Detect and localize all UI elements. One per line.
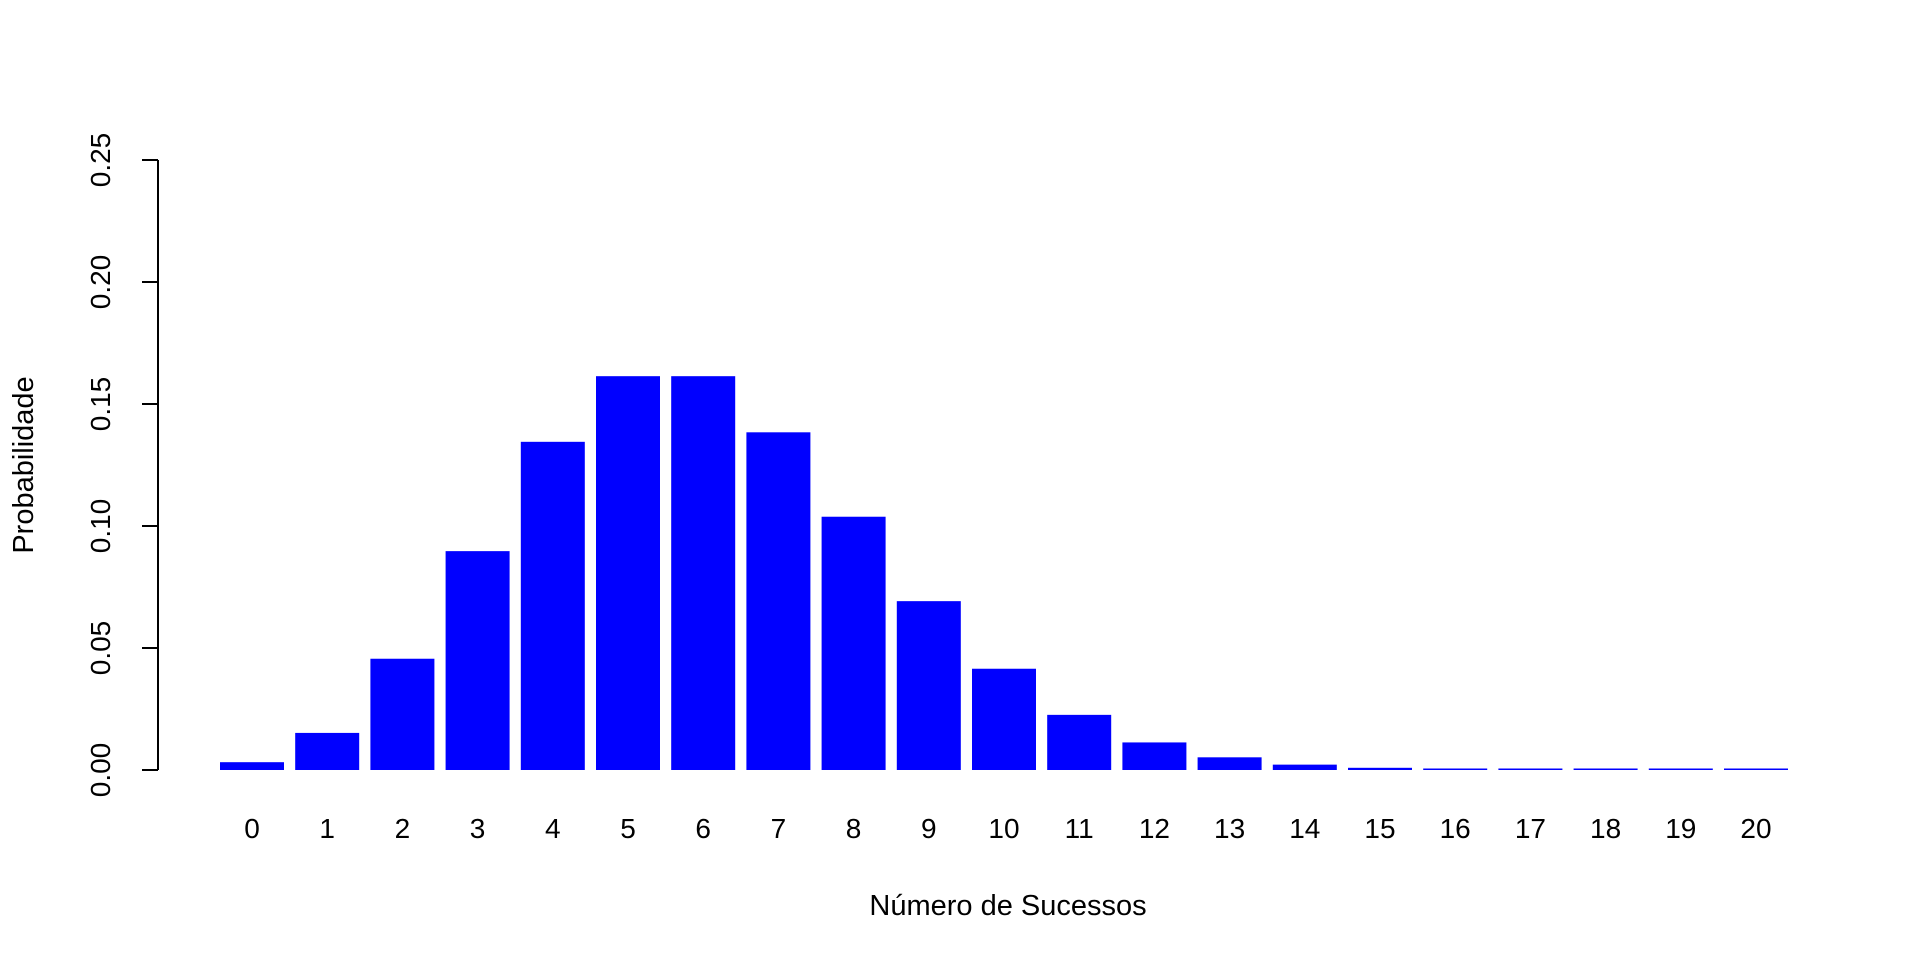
y-tick-label: 0.05 bbox=[85, 621, 116, 676]
bar-5 bbox=[596, 376, 660, 770]
bar-0 bbox=[220, 762, 284, 770]
bar-19 bbox=[1648, 768, 1713, 770]
x-tick-label: 1 bbox=[319, 813, 335, 844]
x-tick-label: 8 bbox=[846, 813, 862, 844]
x-tick-label: 15 bbox=[1364, 813, 1395, 844]
x-tick-label: 0 bbox=[244, 813, 260, 844]
bar-10 bbox=[972, 668, 1036, 770]
x-tick-label: 6 bbox=[695, 813, 711, 844]
x-axis-labels: 0 1 2 3 4 5 6 7 8 9 10 11 12 13 14 15 16 17 18 19 20 bbox=[244, 813, 1771, 844]
x-tick-label: 4 bbox=[545, 813, 561, 844]
y-tick-label: 0.25 bbox=[85, 133, 116, 188]
x-tick-label: 11 bbox=[1065, 813, 1094, 844]
bar-2 bbox=[370, 658, 435, 770]
bar-20 bbox=[1724, 768, 1788, 770]
bar-4 bbox=[520, 441, 585, 770]
bar-13 bbox=[1197, 757, 1262, 770]
x-tick-label: 17 bbox=[1515, 813, 1546, 844]
x-tick-label: 12 bbox=[1139, 813, 1170, 844]
bar-1 bbox=[295, 732, 360, 770]
x-tick-label: 3 bbox=[470, 813, 486, 844]
bar-12 bbox=[1122, 742, 1187, 770]
x-tick-label: 20 bbox=[1740, 813, 1771, 844]
y-axis-title: Probabilidade bbox=[8, 376, 40, 553]
bar-8 bbox=[821, 516, 886, 770]
x-axis-title: Número de Sucessos bbox=[869, 890, 1146, 922]
bar-3 bbox=[445, 551, 510, 770]
y-axis: 0.00 0.05 0.10 0.15 0.20 0.25 bbox=[85, 133, 159, 798]
x-tick-label: 7 bbox=[771, 813, 787, 844]
x-tick-label: 9 bbox=[921, 813, 937, 844]
bar-7 bbox=[746, 432, 811, 770]
y-tick-label: 0.00 bbox=[85, 743, 116, 798]
y-tick-label: 0.20 bbox=[85, 255, 116, 310]
x-tick-label: 16 bbox=[1440, 813, 1471, 844]
x-tick-label: 10 bbox=[988, 813, 1019, 844]
bar-9 bbox=[896, 601, 961, 770]
x-tick-label: 13 bbox=[1214, 813, 1245, 844]
bar-17 bbox=[1498, 768, 1563, 770]
x-tick-label: 5 bbox=[620, 813, 636, 844]
x-tick-label: 2 bbox=[395, 813, 411, 844]
bar-16 bbox=[1423, 768, 1488, 770]
bars bbox=[220, 376, 1788, 770]
bar-18 bbox=[1573, 768, 1638, 770]
bar-6 bbox=[671, 376, 736, 770]
bar-15 bbox=[1348, 767, 1412, 770]
y-tick-label: 0.15 bbox=[85, 377, 116, 432]
bar-11 bbox=[1047, 714, 1112, 770]
x-tick-label: 18 bbox=[1590, 813, 1621, 844]
y-tick-label: 0.10 bbox=[85, 499, 116, 554]
bar-14 bbox=[1272, 764, 1337, 770]
x-tick-label: 14 bbox=[1289, 813, 1320, 844]
x-tick-label: 19 bbox=[1665, 813, 1696, 844]
